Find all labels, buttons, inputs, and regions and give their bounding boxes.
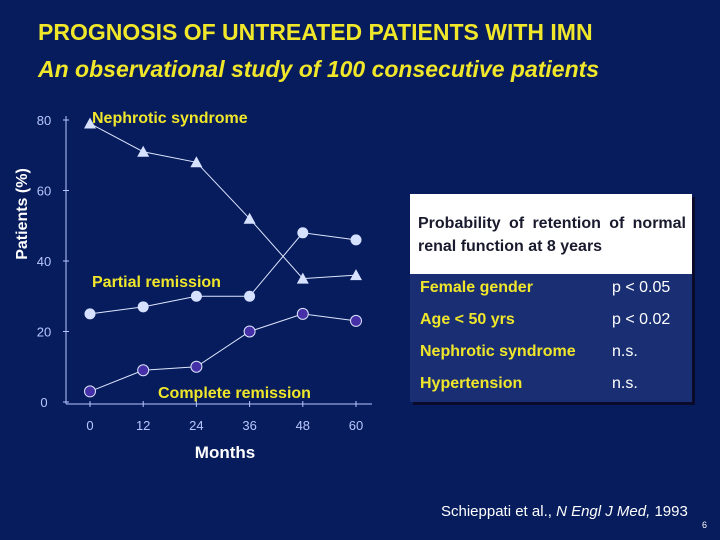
data-point — [84, 308, 96, 320]
x-axis-title: Months — [195, 443, 255, 462]
citation-authors: Schieppati et al., — [441, 503, 557, 520]
x-tick-label: 12 — [136, 418, 150, 433]
series-line — [89, 313, 357, 392]
series-line — [89, 123, 357, 280]
data-point — [296, 272, 309, 284]
slide-subtitle: An observational study of 100 consecutiv… — [38, 56, 600, 82]
x-tick-label: 36 — [242, 418, 256, 433]
table-row: Hypertension n.s. — [420, 375, 684, 405]
data-point — [84, 117, 96, 129]
y-tick-label: 80 — [37, 113, 51, 128]
p-value: n.s. — [612, 375, 638, 392]
data-point — [350, 269, 362, 281]
x-tick-label: 60 — [349, 418, 363, 433]
citation-year: 1993 — [650, 503, 688, 520]
page-number: 6 — [702, 520, 708, 530]
factor-label: Age < 50 yrs — [420, 311, 515, 328]
factor-label: Hypertension — [420, 375, 523, 392]
p-value: n.s. — [612, 343, 638, 360]
series-line — [89, 232, 357, 315]
p-value: p < 0.02 — [612, 311, 671, 328]
data-point — [296, 307, 309, 320]
y-axis-title: Patients (%) — [14, 168, 31, 260]
data-point — [244, 290, 256, 302]
data-point — [137, 364, 150, 377]
p-value: p < 0.05 — [612, 279, 671, 296]
table-row: Age < 50 yrs p < 0.02 — [420, 311, 684, 341]
y-tick-label: 40 — [37, 254, 51, 269]
series-label: Nephrotic syndrome — [92, 110, 248, 127]
y-tick-label: 20 — [37, 325, 51, 340]
x-tick-label: 0 — [86, 418, 93, 433]
data-point — [297, 227, 309, 239]
factor-label: Female gender — [420, 279, 533, 296]
table-row: Female gender p < 0.05 — [420, 279, 684, 309]
series-label: Partial remission — [92, 274, 221, 291]
risk-factor-panel: Probability of retention of normal renal… — [410, 194, 692, 402]
data-point — [84, 385, 96, 398]
slide-title: PROGNOSIS OF UNTREATED PATIENTS WITH IMN — [38, 19, 593, 45]
data-point — [350, 314, 362, 327]
x-tick-label: 24 — [189, 418, 203, 433]
table-row: Nephrotic syndrome n.s. — [420, 343, 684, 373]
citation-journal: N Engl J Med, — [556, 503, 651, 520]
y-tick-label: 60 — [37, 184, 51, 199]
data-point — [190, 156, 203, 168]
x-tick-label: 48 — [296, 418, 310, 433]
data-point — [243, 212, 256, 224]
data-point — [137, 301, 149, 313]
series-label: Complete remission — [158, 385, 311, 402]
data-point — [190, 360, 203, 373]
factor-label: Nephrotic syndrome — [420, 343, 576, 360]
risk-factor-table: Female gender p < 0.05 Age < 50 yrs p < … — [410, 274, 692, 402]
data-point — [350, 234, 362, 246]
data-point — [137, 145, 150, 157]
citation: Schieppati et al., N Engl J Med, 1993 — [441, 503, 688, 520]
data-point — [190, 290, 202, 302]
panel-header: Probability of retention of normal renal… — [418, 215, 686, 255]
data-point — [243, 325, 256, 338]
y-tick-label: 0 — [40, 395, 47, 410]
